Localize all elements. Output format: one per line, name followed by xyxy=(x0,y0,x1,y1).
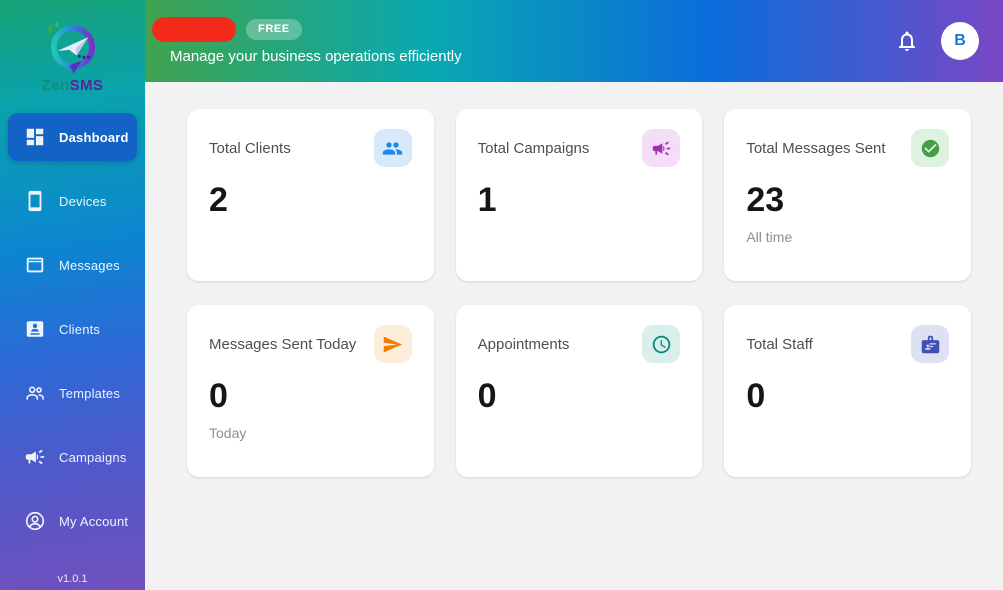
sidebar-item-label: My Account xyxy=(59,513,129,529)
card-value: 0 xyxy=(477,377,497,415)
zensms-logo-icon xyxy=(47,21,95,74)
card-subtitle: Today xyxy=(209,425,247,441)
card-subtitle xyxy=(478,425,681,441)
card-title: Appointments xyxy=(477,335,570,353)
card-icon-chip xyxy=(373,129,412,167)
header-titles: FREE Manage your business operations eff… xyxy=(152,17,462,65)
card-value: 0 xyxy=(209,377,228,415)
card-title: Total Messages Sent xyxy=(746,139,886,157)
sidebar-item-label: Campaigns xyxy=(59,449,127,465)
send-icon xyxy=(383,336,403,352)
sidebar-item-label: Clients xyxy=(59,321,101,337)
sidebar-item-my-account[interactable]: My Account xyxy=(8,497,137,545)
card-icon-chip xyxy=(911,325,949,363)
card-title: Messages Sent Today xyxy=(209,335,357,353)
card-icon-chip xyxy=(642,325,681,363)
people-icon xyxy=(26,386,44,400)
card-title: Total Clients xyxy=(209,139,291,157)
stats-grid: Total Clients 2 Total Campaigns 1 xyxy=(187,109,971,477)
stat-card-total-staff: Total Staff 0 xyxy=(724,305,971,477)
top-header: FREE Manage your business operations eff… xyxy=(145,0,1003,82)
sidebar-item-messages[interactable]: Messages xyxy=(8,241,137,289)
stat-card-appointments: Appointments 0 xyxy=(455,305,703,477)
card-value: 0 xyxy=(746,377,766,415)
card-title: Total Campaigns xyxy=(477,139,590,157)
sidebar: ZenSMS Dashboard Devices Messages Client… xyxy=(0,0,145,590)
stat-card-total-clients: Total Clients 2 xyxy=(187,109,434,281)
wordmark-sms: SMS xyxy=(69,77,104,94)
sidebar-item-clients[interactable]: Clients xyxy=(8,305,137,353)
main-area: FREE Manage your business operations eff… xyxy=(145,0,1003,590)
sidebar-item-label: Dashboard xyxy=(59,129,129,145)
card-value: 1 xyxy=(477,181,497,219)
card-subtitle xyxy=(209,229,412,245)
clock-icon xyxy=(652,335,671,353)
people-icon xyxy=(383,141,403,155)
notifications-button[interactable] xyxy=(895,29,919,53)
sidebar-item-dashboard[interactable]: Dashboard xyxy=(8,113,137,161)
wordmark-zen: Zen xyxy=(41,77,70,94)
sidebar-item-label: Messages xyxy=(59,257,120,273)
megaphone-icon xyxy=(652,141,671,155)
card-title: Total Staff xyxy=(746,335,813,353)
zensms-wordmark: ZenSMS xyxy=(42,78,104,93)
messages-icon xyxy=(26,257,44,273)
header-subtitle: Manage your business operations efficien… xyxy=(170,48,462,65)
sidebar-item-templates[interactable]: Templates xyxy=(8,369,137,417)
stat-card-messages-sent-today: Messages Sent Today 0 Today xyxy=(187,305,434,477)
stat-card-total-campaigns: Total Campaigns 1 xyxy=(455,109,703,281)
dashboard-content: Total Clients 2 Total Campaigns 1 xyxy=(145,82,1003,590)
sidebar-item-campaigns[interactable]: Campaigns xyxy=(8,433,137,481)
redacted-business-name xyxy=(152,17,236,42)
stat-card-total-messages-sent: Total Messages Sent 23 All time xyxy=(724,109,971,281)
dashboard-icon xyxy=(26,128,44,146)
card-icon-chip xyxy=(911,129,949,167)
contact-card-icon xyxy=(26,321,44,337)
card-icon-chip xyxy=(373,325,412,363)
megaphone-icon xyxy=(25,449,45,465)
header-actions: B xyxy=(895,22,979,60)
card-value: 2 xyxy=(209,181,228,219)
card-subtitle xyxy=(478,229,681,245)
app-version: v1.0.1 xyxy=(57,573,88,585)
smartphone-icon xyxy=(28,190,42,212)
account-circle-icon xyxy=(25,511,45,531)
sidebar-item-devices[interactable]: Devices xyxy=(8,177,137,225)
card-subtitle: All time xyxy=(746,229,793,245)
sidebar-menu: Dashboard Devices Messages Clients Templ… xyxy=(0,106,145,545)
zensms-logo: ZenSMS xyxy=(0,0,145,106)
bell-icon xyxy=(899,31,915,51)
badge-icon xyxy=(921,335,939,353)
plan-badge: FREE xyxy=(246,19,302,40)
sidebar-item-label: Devices xyxy=(59,193,107,209)
card-subtitle xyxy=(746,425,949,441)
card-value: 23 xyxy=(746,181,785,219)
check-circle-icon xyxy=(921,139,939,157)
user-avatar[interactable]: B xyxy=(941,22,979,60)
sidebar-item-label: Templates xyxy=(59,385,121,401)
card-icon-chip xyxy=(642,129,681,167)
